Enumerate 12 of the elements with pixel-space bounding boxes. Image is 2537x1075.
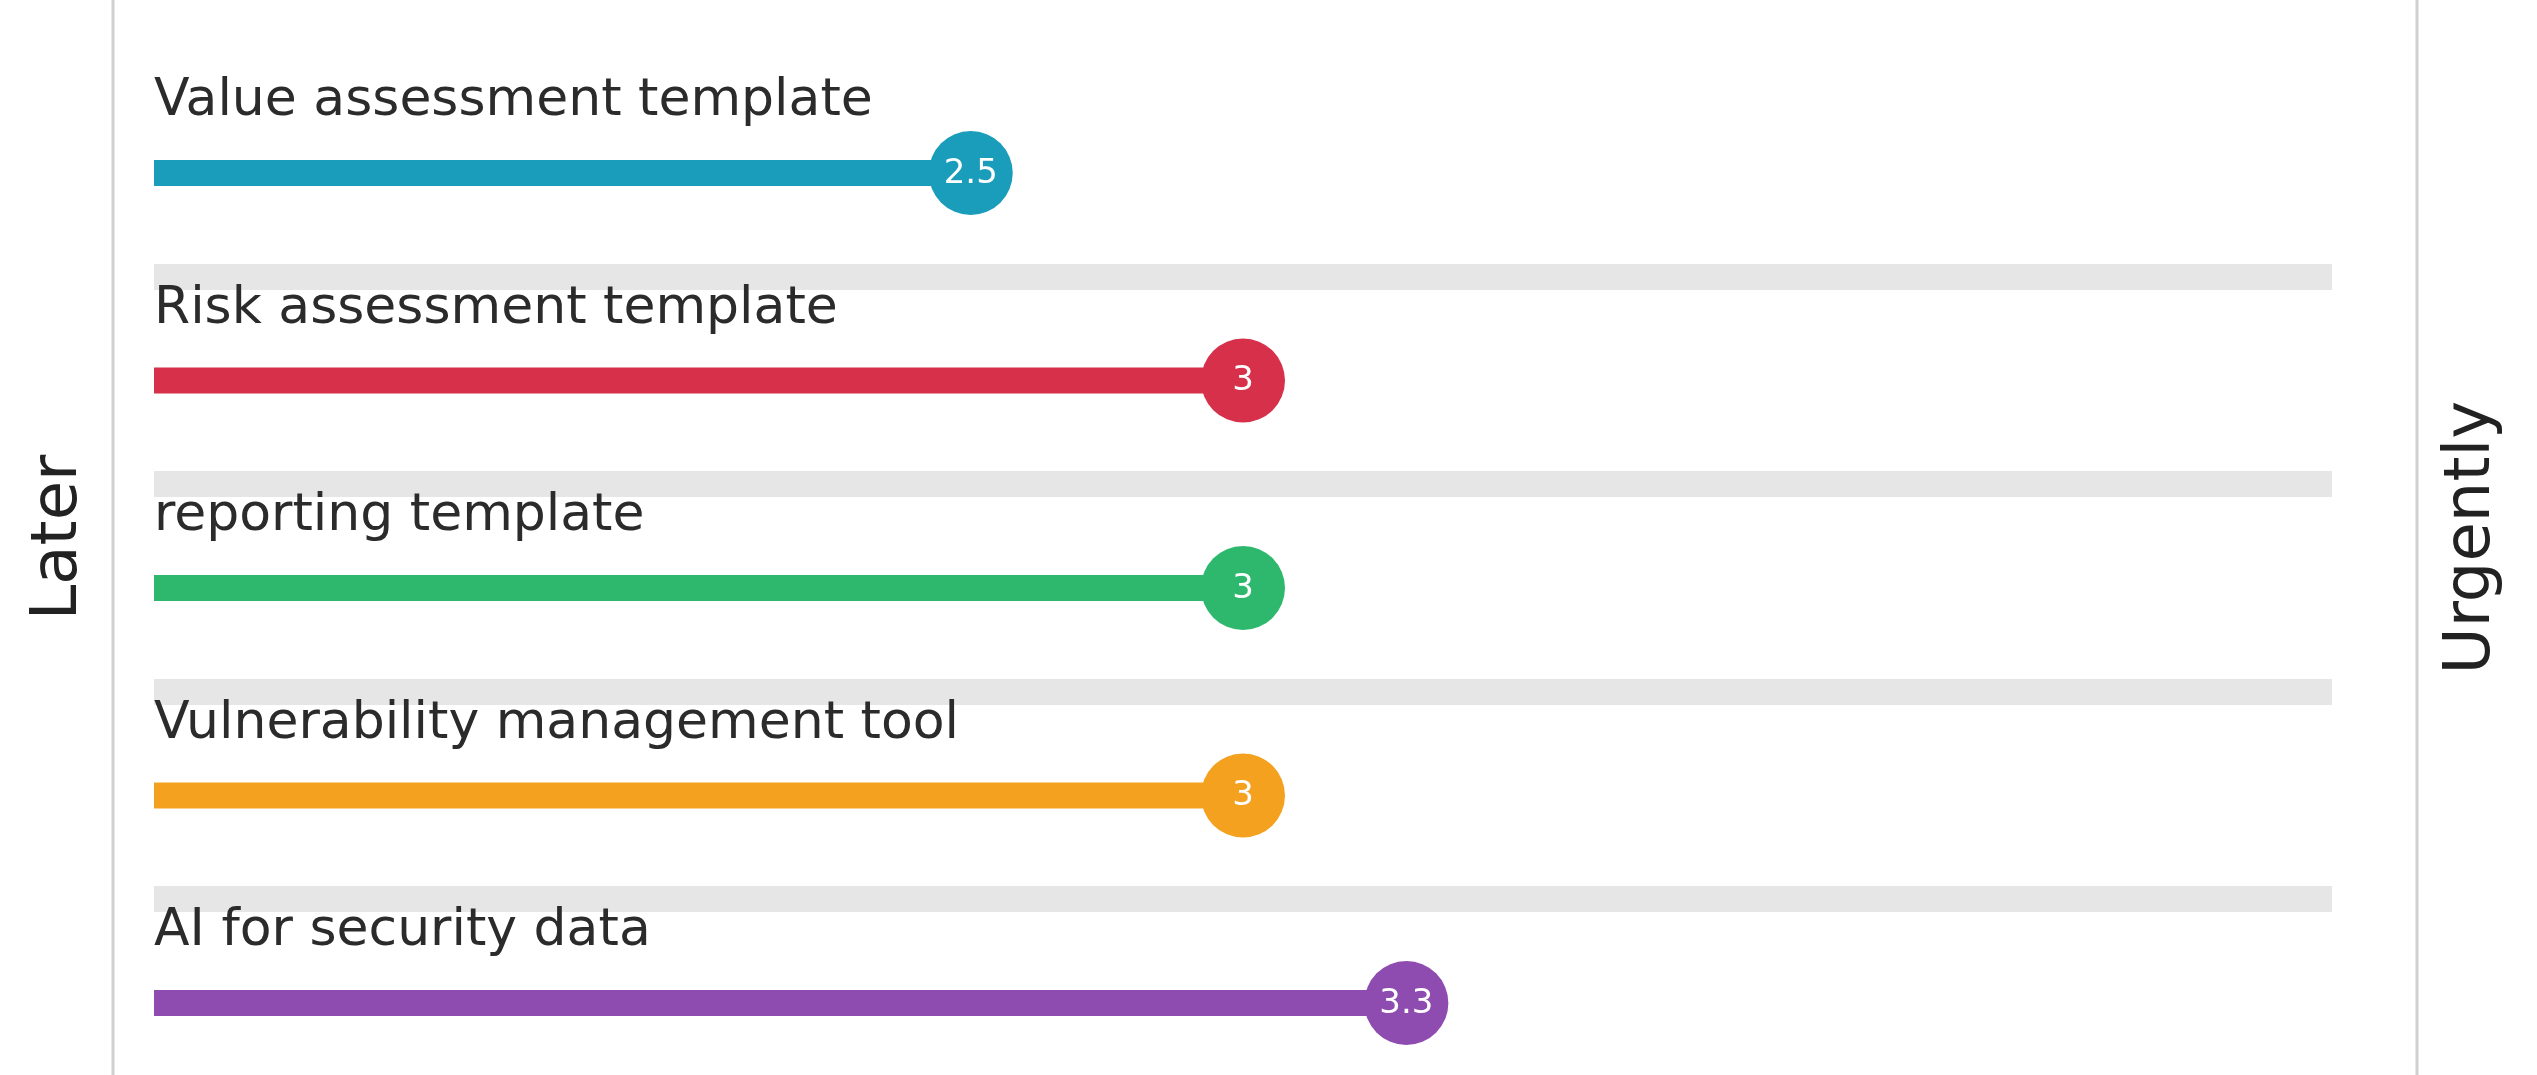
y-tick-label: reporting template (154, 482, 645, 542)
text: Urgently (2429, 400, 2504, 675)
data-label: 3 (1232, 565, 1254, 606)
data-label: 3 (1232, 358, 1254, 399)
y-tick-label: Vulnerability management tool (154, 689, 960, 750)
data-label: 3 (1232, 773, 1254, 814)
y-tick-label: AI for security data (154, 897, 651, 957)
data-label: 3.3 (1379, 980, 1434, 1021)
y-tick-label: Risk assessment template (154, 274, 838, 335)
data-label: 2.5 (943, 150, 998, 191)
y-tick-label: Value assessment template (154, 67, 873, 127)
text: Later (16, 453, 91, 621)
